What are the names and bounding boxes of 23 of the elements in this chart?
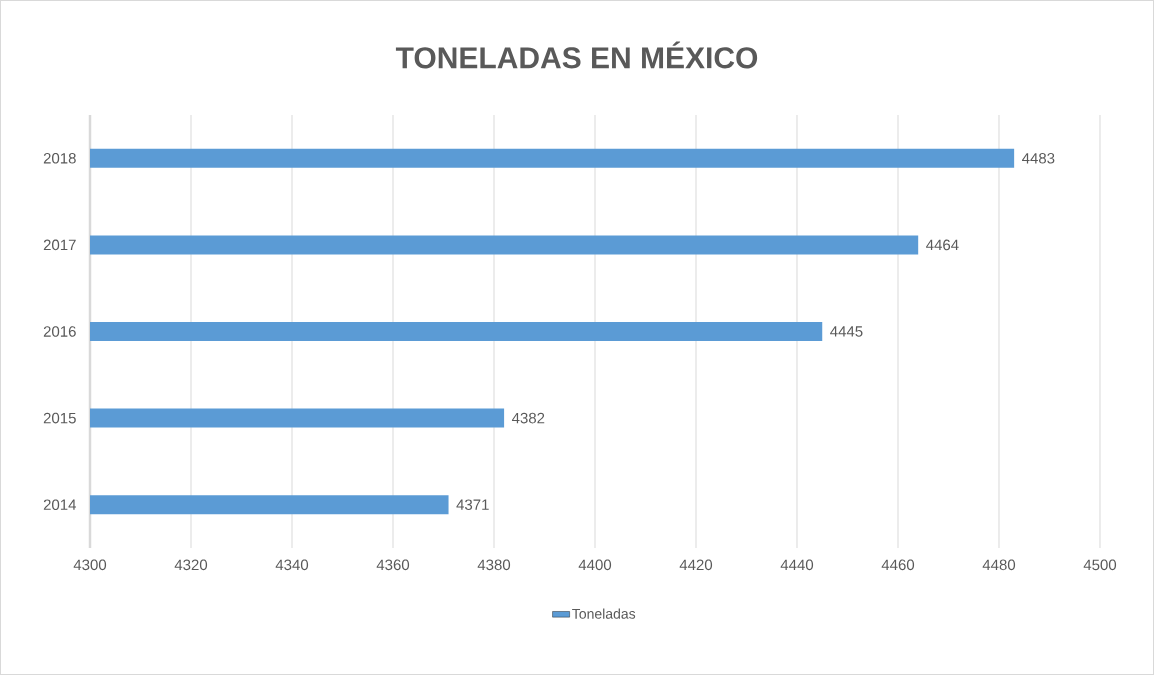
y-tick-label: 2015 xyxy=(43,412,76,424)
x-tick-label: 4400 xyxy=(578,559,612,571)
y-tick-label: 2018 xyxy=(43,152,76,164)
x-tick-label: 4320 xyxy=(174,559,208,571)
x-tick-label: 4420 xyxy=(679,559,713,571)
x-tick-label: 4300 xyxy=(73,559,107,571)
x-tick-label: 4500 xyxy=(1083,559,1117,571)
x-tick-label: 4440 xyxy=(780,559,814,571)
x-tick-label: 4480 xyxy=(982,559,1016,571)
legend-label: Toneladas xyxy=(572,608,636,619)
x-tick-label: 4340 xyxy=(275,559,309,571)
data-label: 4382 xyxy=(511,412,545,424)
data-label: 4445 xyxy=(830,326,863,337)
x-tick-label: 4380 xyxy=(477,559,511,571)
y-tick-label: 2017 xyxy=(43,239,76,251)
data-label: 4483 xyxy=(1022,152,1055,164)
y-tick-label: 2014 xyxy=(43,499,77,510)
data-label: 4464 xyxy=(926,239,959,251)
x-tick-label: 4460 xyxy=(881,559,915,571)
y-tick-label: 2016 xyxy=(43,326,76,337)
chart-title: TONELADAS EN MÉXICO xyxy=(395,41,758,69)
x-tick-label: 4360 xyxy=(376,559,410,571)
data-label: 4371 xyxy=(456,499,489,510)
